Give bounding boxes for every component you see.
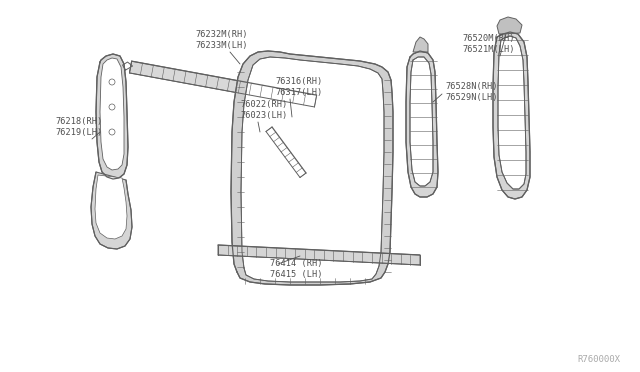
Text: 76414 (RH)
76415 (LH): 76414 (RH) 76415 (LH) — [270, 259, 323, 279]
Circle shape — [109, 129, 115, 135]
Polygon shape — [406, 51, 438, 197]
Polygon shape — [95, 175, 127, 239]
Polygon shape — [129, 61, 317, 107]
Polygon shape — [498, 36, 526, 189]
Polygon shape — [231, 51, 393, 285]
Polygon shape — [413, 37, 428, 52]
Polygon shape — [100, 58, 124, 170]
Text: 76520M(RH)
76521M(LH): 76520M(RH) 76521M(LH) — [462, 34, 515, 54]
Polygon shape — [241, 57, 384, 282]
Polygon shape — [493, 32, 530, 199]
Text: 76528N(RH)
76529N(LH): 76528N(RH) 76529N(LH) — [445, 82, 497, 102]
Circle shape — [109, 79, 115, 85]
Polygon shape — [91, 172, 132, 249]
Text: 76232M(RH)
76233M(LH): 76232M(RH) 76233M(LH) — [195, 30, 248, 50]
Text: R760000X: R760000X — [577, 355, 620, 364]
Text: 76316(RH)
76317(LH): 76316(RH) 76317(LH) — [275, 77, 323, 97]
Polygon shape — [410, 57, 433, 186]
Text: 76218(RH)
76219(LH): 76218(RH) 76219(LH) — [55, 117, 102, 137]
Polygon shape — [266, 127, 306, 177]
Polygon shape — [497, 17, 522, 34]
Polygon shape — [96, 54, 128, 179]
Text: 76022(RH)
76023(LH): 76022(RH) 76023(LH) — [240, 100, 287, 120]
Polygon shape — [218, 245, 420, 265]
Circle shape — [109, 104, 115, 110]
